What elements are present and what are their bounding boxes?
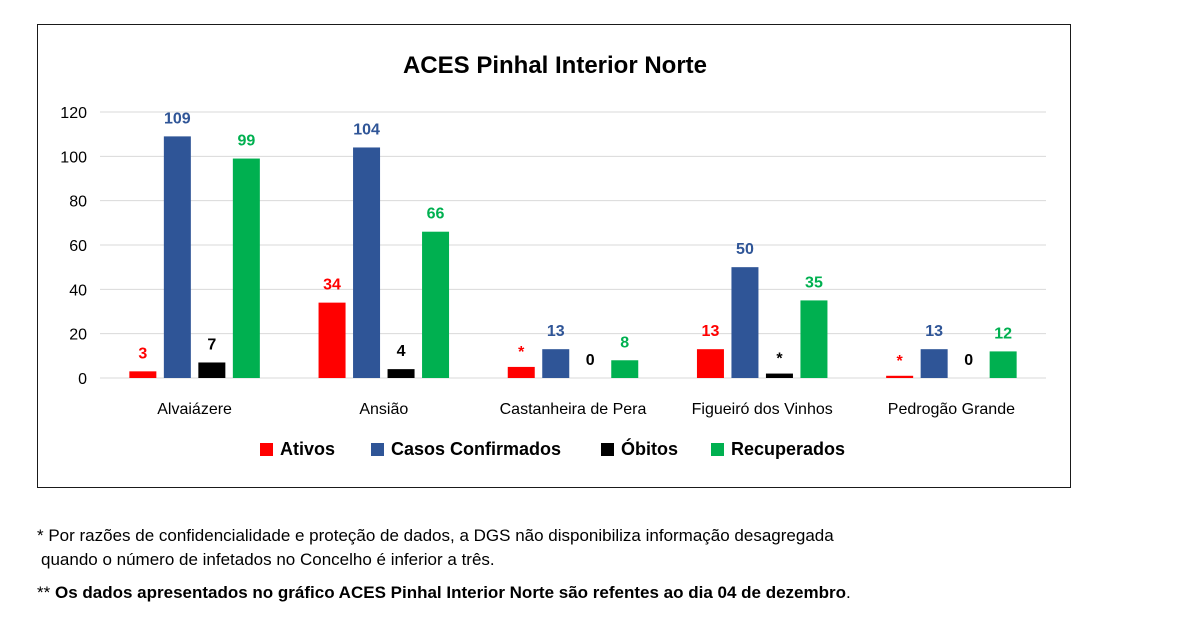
data-label: 12 [994, 325, 1012, 342]
y-tick-label: 20 [69, 327, 87, 344]
footnote-date: ** Os dados apresentados no gráfico ACES… [37, 582, 851, 604]
bar [198, 362, 226, 378]
footnote-date-suffix: . [845, 583, 851, 602]
bar [163, 136, 191, 378]
footnote-confidentiality: * Por razões de confidencialidade e prot… [37, 526, 834, 545]
y-tick-label: 40 [69, 282, 87, 299]
legend-swatch [260, 443, 273, 456]
data-label: * [897, 353, 904, 370]
x-tick-label: Figueiró dos Vinhos [692, 401, 833, 418]
bar [318, 302, 346, 378]
bar [696, 349, 724, 378]
data-label: 13 [925, 323, 943, 340]
data-label: 0 [586, 352, 595, 369]
bar [765, 373, 793, 378]
chart-frame: ACES Pinhal Interior Norte 0 20 40 60 80 100 12… [37, 24, 1071, 488]
data-label: 34 [323, 277, 341, 294]
legend-label: Ativos [280, 439, 335, 459]
data-label: * [776, 351, 783, 368]
data-label: 109 [164, 110, 191, 127]
data-label: 3 [138, 345, 147, 362]
bar [422, 231, 450, 378]
bar [989, 351, 1017, 378]
data-label: 99 [237, 133, 255, 150]
y-tick-label: 60 [69, 238, 87, 255]
x-tick-label: Castanheira de Pera [500, 401, 647, 418]
bar [731, 267, 759, 378]
legend-swatch [601, 443, 614, 456]
data-label: 7 [207, 336, 216, 353]
y-tick-label: 100 [60, 149, 87, 166]
data-label: 8 [620, 334, 629, 351]
footnote-confidentiality-cont: quando o número de infetados no Concelho… [41, 550, 495, 569]
bar [920, 349, 948, 378]
footnote-date-prefix: ** [37, 583, 55, 602]
data-label: 13 [547, 323, 565, 340]
bar [507, 366, 535, 378]
legend-swatch [711, 443, 724, 456]
data-label: * [518, 344, 525, 361]
data-label: 13 [702, 323, 720, 340]
bar-chart: ACES Pinhal Interior Norte02040608010012… [60, 52, 1046, 459]
bar [542, 349, 570, 378]
data-label: 0 [964, 352, 973, 369]
data-label: 104 [353, 121, 380, 138]
x-tick-label: Ansião [359, 401, 408, 418]
data-label: 4 [397, 343, 406, 360]
bar [232, 158, 260, 378]
y-tick-label: 120 [60, 105, 87, 122]
legend-label: Casos Confirmados [391, 439, 561, 459]
bar [129, 371, 157, 378]
data-label: 35 [805, 274, 823, 291]
x-tick-label: Pedrogão Grande [888, 401, 1015, 418]
chart-title: ACES Pinhal Interior Norte [403, 52, 707, 79]
footnote-date-text: Os dados apresentados no gráfico ACES Pi… [54, 583, 846, 602]
data-label: 50 [736, 241, 754, 258]
data-label: 66 [427, 206, 445, 223]
legend-swatch [371, 443, 384, 456]
y-tick-label: 0 [78, 371, 87, 388]
y-tick-label: 80 [69, 194, 87, 211]
bar [886, 375, 914, 378]
x-tick-label: Alvaiázere [157, 401, 232, 418]
bar [800, 300, 828, 378]
bar [387, 369, 415, 378]
bar [611, 360, 639, 378]
legend-label: Recuperados [731, 439, 845, 459]
bar [353, 147, 381, 378]
legend-label: Óbitos [621, 438, 678, 459]
